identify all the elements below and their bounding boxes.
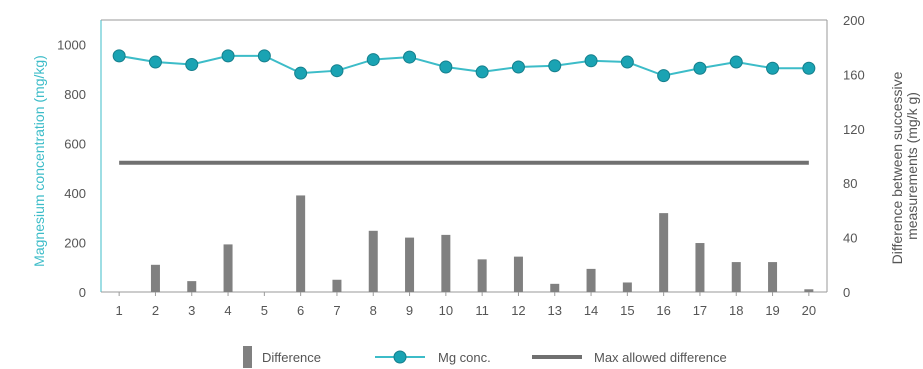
legend-max-label: Max allowed difference — [594, 350, 727, 365]
difference-bar — [441, 234, 451, 292]
left-y-axis-ticks: 0 200 400 600 800 1000 — [57, 38, 86, 300]
difference-bar — [150, 264, 160, 292]
mg-marker — [584, 54, 598, 68]
difference-bar — [187, 281, 197, 292]
legend-mg-label: Mg conc. — [438, 350, 491, 365]
x-tick-label: 4 — [224, 303, 231, 318]
right-y-axis-label-line-2: measurements (mg/k g) — [904, 92, 920, 240]
x-tick-label: 1 — [116, 303, 123, 318]
difference-bar — [622, 282, 632, 292]
difference-bar — [804, 289, 814, 292]
difference-bar — [550, 283, 560, 292]
difference-bar — [223, 244, 233, 292]
right-y-tick-label: 40 — [843, 231, 857, 246]
mg-marker — [221, 49, 235, 63]
mg-marker — [112, 49, 126, 63]
mg-marker — [657, 69, 671, 83]
x-tick-label: 10 — [439, 303, 453, 318]
difference-bar — [513, 256, 523, 292]
mg-marker — [148, 55, 162, 69]
mg-marker — [403, 50, 417, 64]
mg-marker — [511, 60, 525, 74]
difference-bar — [368, 230, 378, 292]
legend-mg-marker — [393, 350, 407, 364]
right-y-tick-label: 0 — [843, 285, 850, 300]
x-tick-label: 13 — [548, 303, 562, 318]
mg-marker — [257, 49, 271, 63]
x-tick-label: 16 — [656, 303, 670, 318]
x-tick-label: 7 — [333, 303, 340, 318]
mg-marker — [439, 60, 453, 74]
x-tick-label: 2 — [152, 303, 159, 318]
right-y-tick-label: 80 — [843, 176, 857, 191]
left-y-tick-label: 600 — [64, 137, 86, 152]
mg-marker — [294, 66, 308, 80]
left-y-tick-label: 800 — [64, 87, 86, 102]
right-y-axis-label-line-1: Difference between successive — [889, 71, 905, 264]
mg-marker — [729, 55, 743, 69]
difference-bar — [586, 268, 596, 292]
x-tick-label: 8 — [370, 303, 377, 318]
right-y-tick-label: 200 — [843, 13, 865, 28]
legend-difference-label: Difference — [262, 350, 321, 365]
mg-marker — [185, 58, 199, 72]
x-tick-label: 15 — [620, 303, 634, 318]
mg-marker — [620, 55, 634, 69]
x-tick-label: 9 — [406, 303, 413, 318]
x-tick-label: 20 — [802, 303, 816, 318]
plot-frame — [100, 19, 828, 293]
left-y-axis-label: Magnesium concentration (mg/kg) — [31, 55, 47, 267]
difference-bar — [768, 262, 778, 292]
right-y-axis-ticks: 0 40 80 120 160 200 — [843, 13, 865, 300]
x-tick-label: 11 — [475, 303, 489, 318]
difference-bar — [731, 262, 741, 292]
bar-series — [150, 195, 814, 292]
left-y-tick-label: 400 — [64, 186, 86, 201]
difference-bar — [477, 259, 487, 292]
difference-bar — [695, 243, 705, 292]
difference-bar — [332, 279, 342, 292]
right-y-axis-label: Difference between successive measuremen… — [889, 68, 920, 265]
x-tick-label: 17 — [693, 303, 707, 318]
x-tick-label: 18 — [729, 303, 743, 318]
mg-marker — [693, 61, 707, 75]
x-tick-label: 12 — [511, 303, 525, 318]
mg-marker — [366, 53, 380, 67]
mg-marker — [475, 65, 489, 79]
x-tick-label: 19 — [765, 303, 779, 318]
mg-marker — [802, 61, 816, 75]
x-tick-label: 5 — [261, 303, 268, 318]
difference-bar — [296, 195, 306, 292]
difference-bar — [659, 213, 669, 292]
left-y-tick-label: 1000 — [57, 38, 86, 53]
x-axis-ticks: 1 2 3 4 5 6 7 8 9 10 11 12 13 14 15 16 17 18 19 20 — [116, 292, 816, 318]
mg-marker — [330, 64, 344, 78]
right-y-tick-label: 120 — [843, 122, 865, 137]
right-y-tick-label: 160 — [843, 67, 865, 82]
x-tick-label: 3 — [188, 303, 195, 318]
legend: Difference Mg conc. Max allowed differen… — [243, 346, 727, 368]
left-y-tick-label: 200 — [64, 236, 86, 251]
mg-marker — [548, 59, 562, 73]
x-tick-label: 6 — [297, 303, 304, 318]
legend-difference-swatch — [243, 346, 252, 368]
mg-marker — [766, 61, 780, 75]
mg-line-series — [112, 49, 816, 83]
left-y-tick-label: 0 — [79, 285, 86, 300]
difference-bar — [405, 237, 415, 292]
x-tick-label: 14 — [584, 303, 598, 318]
